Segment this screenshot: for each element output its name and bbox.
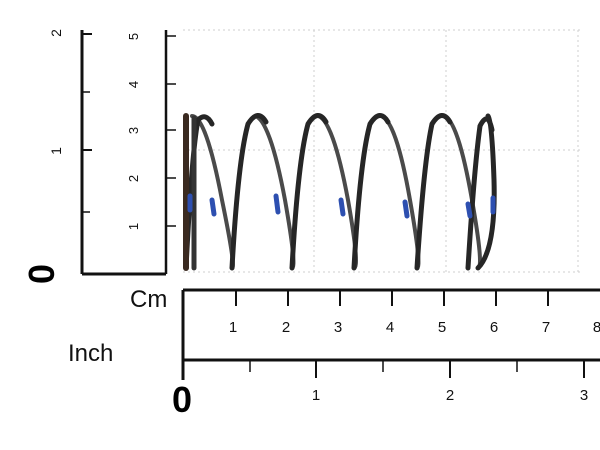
inch-tick-label: 1	[311, 387, 321, 404]
cm-unit-label: Cm	[130, 286, 168, 313]
vertical-zero-label: 0	[21, 263, 63, 285]
vertical-cm-label: 5	[126, 32, 142, 41]
cm-tick-label: 2	[281, 319, 291, 336]
horizontal-ruler	[181, 288, 600, 380]
cm-tick-label: 5	[437, 319, 447, 336]
inch-tick-label: 3	[579, 387, 589, 404]
cm-tick-label: 7	[541, 319, 551, 336]
inch-zero-label: 0	[172, 379, 193, 420]
vertical-inch-ruler	[80, 30, 166, 276]
cm-tick-label: 6	[489, 319, 499, 336]
cm-tick-label: 8	[592, 319, 600, 336]
inch-unit-label: Inch	[68, 340, 114, 367]
spring-blue-marks	[187, 193, 496, 219]
background-grid	[183, 29, 580, 273]
vertical-cm-ruler	[164, 30, 176, 274]
vertical-inch-label: 2	[47, 29, 64, 37]
spring	[183, 113, 497, 271]
vertical-inch-label: 1	[47, 147, 64, 155]
spring-front-strands	[183, 113, 497, 271]
inch-tick-label: 2	[445, 387, 455, 404]
vertical-cm-label: 2	[126, 174, 142, 183]
vertical-cm-label: 4	[126, 80, 142, 89]
vertical-cm-label: 1	[126, 222, 142, 231]
cm-tick-label: 1	[228, 319, 238, 336]
cm-tick-label: 4	[385, 319, 395, 336]
vertical-cm-label: 3	[126, 126, 142, 135]
cm-tick-label: 3	[333, 319, 343, 336]
